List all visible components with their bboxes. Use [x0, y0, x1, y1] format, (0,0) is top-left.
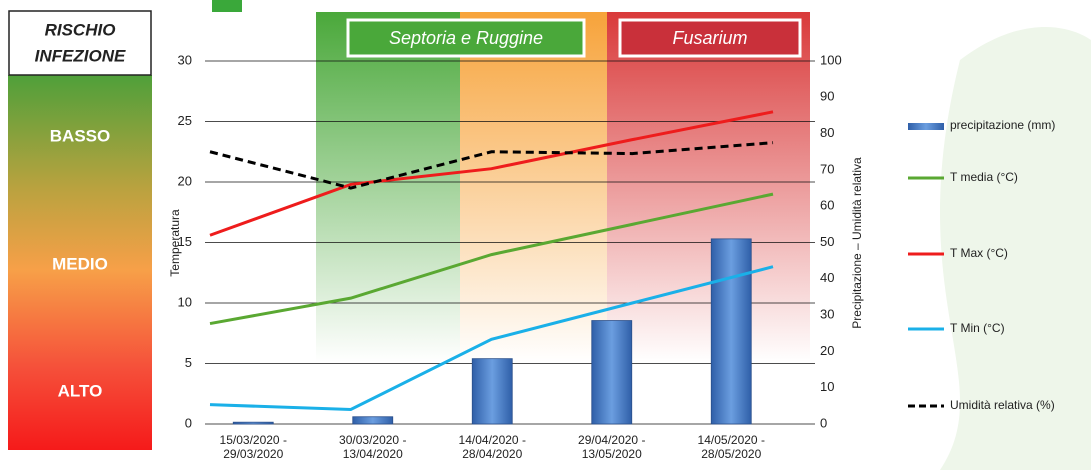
risk-level: BASSO: [50, 126, 110, 145]
background-leaf: [940, 26, 1091, 470]
bar: [232, 421, 274, 425]
y-tick-label: 5: [185, 355, 192, 370]
y2-axis-title: Precipitazione – Umidità relativa: [850, 157, 864, 329]
legend-label: Umidità relativa (%): [950, 398, 1055, 412]
legend-label: T media (°C): [950, 170, 1018, 184]
legend-label: T Max (°C): [950, 246, 1008, 260]
legend-label: T Min (°C): [950, 321, 1005, 335]
y2-tick-label: 0: [820, 415, 827, 430]
y2-tick-label: 30: [820, 307, 834, 322]
x-tick-label: 29/04/2020 - 13/05/2020: [578, 433, 646, 461]
risk-band: [607, 12, 810, 424]
band-label: Fusarium: [672, 28, 747, 48]
y-tick-label: 15: [178, 234, 192, 249]
y-tick-label: 20: [178, 173, 192, 188]
x-tick-label: 30/03/2020 - 13/04/2020: [339, 433, 407, 461]
x-tick-label: 15/03/2020 - 29/03/2020: [219, 433, 287, 461]
risk-title: RISCHIO: [45, 20, 116, 39]
y2-tick-label: 100: [820, 52, 842, 67]
legend-label: precipitazione (mm): [950, 118, 1056, 132]
risk-level: ALTO: [58, 381, 103, 400]
y2-tick-label: 60: [820, 198, 834, 213]
y-axis-title: Temperatura: [168, 209, 182, 277]
band-label-box: [618, 18, 802, 58]
y2-tick-label: 70: [820, 161, 834, 176]
line-series: [209, 265, 774, 411]
risk-band: [460, 12, 607, 424]
y2-tick-label: 10: [820, 379, 834, 394]
bar: [591, 320, 633, 425]
band-label: Septoria e Ruggine: [389, 28, 543, 48]
y2-tick-label: 50: [820, 234, 834, 249]
y2-tick-label: 20: [820, 343, 834, 358]
y-tick-label: 10: [178, 294, 192, 309]
line-series: [209, 192, 774, 326]
y2-tick-label: 80: [820, 125, 834, 140]
risk-level: MEDIO: [52, 254, 108, 273]
risk-band: [316, 12, 460, 424]
line-series: [209, 110, 774, 237]
risk-title-box: [8, 10, 152, 76]
risk-title: INFEZIONE: [35, 46, 126, 65]
y-tick-label: 30: [178, 52, 192, 67]
band-label-box: [346, 18, 586, 58]
bar: [710, 238, 752, 425]
y-tick-label: 25: [178, 113, 192, 128]
risk-scale: [8, 75, 152, 450]
line-series: [209, 141, 774, 190]
y-tick-label: 0: [185, 415, 192, 430]
y2-tick-label: 40: [820, 270, 834, 285]
bar: [352, 416, 394, 425]
x-tick-label: 14/05/2020 - 28/05/2020: [697, 433, 765, 461]
logo-fragment: [212, 0, 242, 12]
bar: [471, 358, 513, 425]
x-tick-label: 14/04/2020 - 28/04/2020: [458, 433, 526, 461]
y2-tick-label: 90: [820, 89, 834, 104]
legend-swatch: [908, 123, 944, 130]
